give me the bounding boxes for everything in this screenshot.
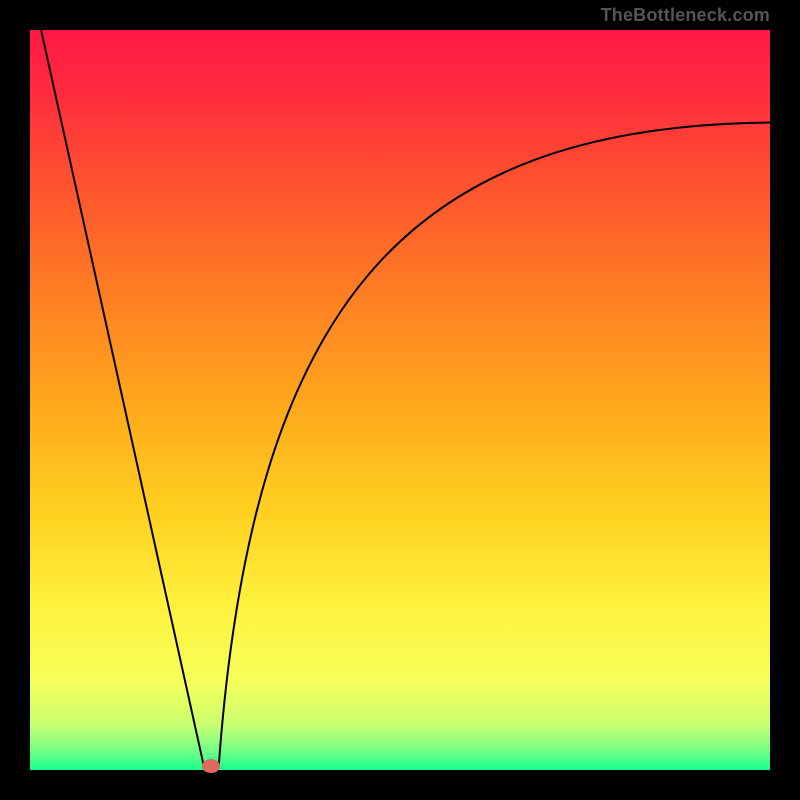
- min-marker: [202, 759, 220, 773]
- curve-right-branch: [219, 123, 770, 767]
- chart-frame: TheBottleneck.com: [0, 0, 800, 800]
- watermark-text: TheBottleneck.com: [601, 5, 770, 26]
- curve-left-branch: [41, 30, 204, 766]
- curve-layer: [30, 30, 770, 770]
- plot-area: [30, 30, 770, 770]
